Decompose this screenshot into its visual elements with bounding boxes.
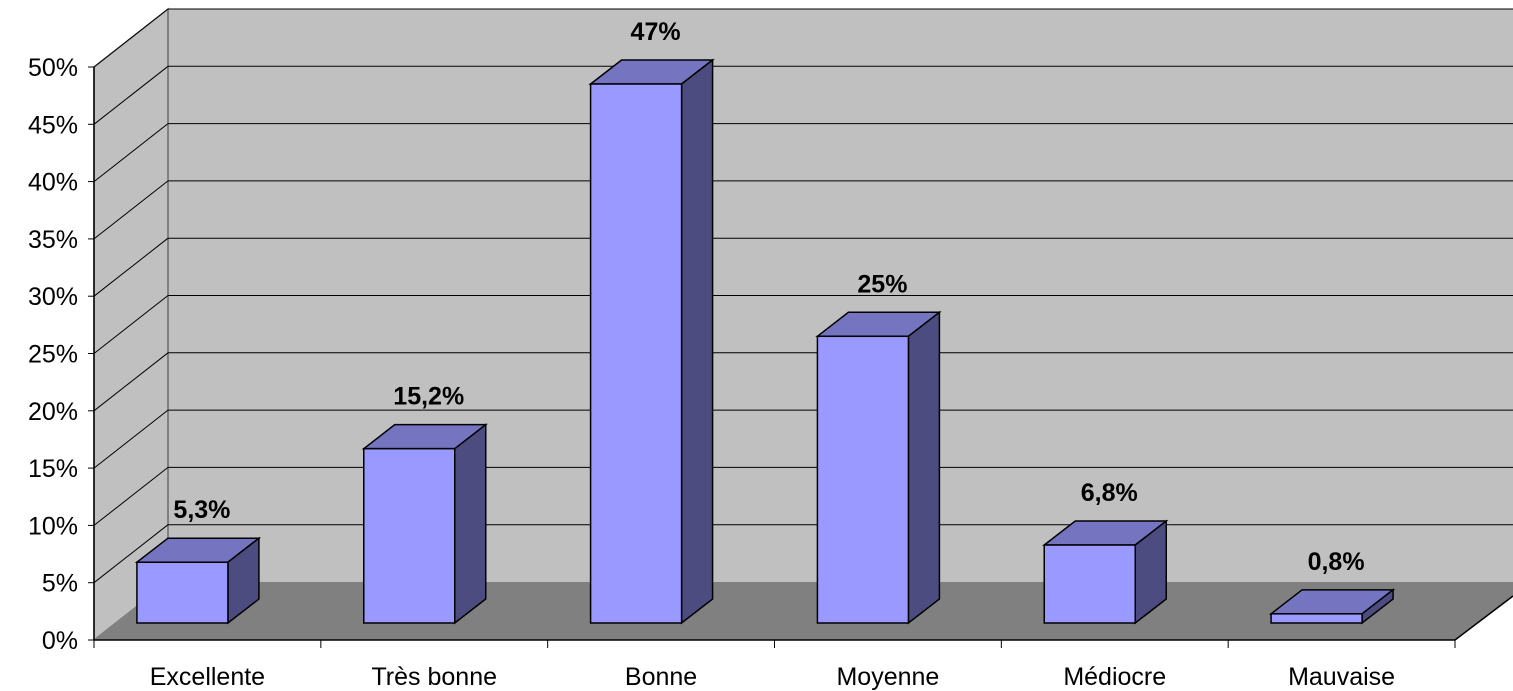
- y-tick-label: 10%: [28, 512, 78, 540]
- bar-front: [1270, 613, 1363, 624]
- gridline-diagonal: [93, 180, 169, 240]
- bar: [134, 536, 262, 625]
- y-tick-label: 25%: [28, 341, 78, 369]
- x-tick-label: Bonne: [625, 663, 697, 691]
- bar-side: [680, 58, 714, 625]
- data-label: 25%: [857, 270, 907, 298]
- gridline-diagonal: [93, 467, 169, 526]
- bar-side: [907, 310, 941, 625]
- y-tick-label: 20%: [28, 398, 78, 426]
- bar-front: [816, 335, 910, 624]
- bar-front: [589, 83, 683, 624]
- bar: [815, 310, 942, 625]
- y-tick-label: 50%: [28, 54, 78, 82]
- floor-edge: [1454, 595, 1513, 641]
- data-label: 47%: [631, 18, 681, 46]
- gridline-diagonal: [93, 295, 169, 354]
- gridline-diagonal: [93, 123, 169, 182]
- y-tick-label: 0%: [42, 627, 78, 655]
- gridline-diagonal: [93, 409, 169, 469]
- gridline-diagonal: [93, 8, 169, 68]
- chart-walls: [93, 7, 1513, 642]
- gridline-diagonal: [93, 524, 169, 584]
- bar: [361, 423, 488, 625]
- bar-front: [363, 447, 456, 624]
- y-tick-label: 30%: [28, 283, 78, 311]
- x-tick-label: Médiocre: [1063, 663, 1166, 691]
- y-tick-label: 35%: [28, 226, 78, 254]
- y-tick-label: 45%: [28, 111, 78, 139]
- bars: [134, 58, 1396, 625]
- data-label: 15,2%: [393, 383, 464, 411]
- y-tick-label: 5%: [42, 570, 78, 598]
- bar-front: [136, 561, 229, 624]
- data-label: 5,3%: [173, 496, 230, 524]
- bar: [588, 58, 715, 625]
- bar-front: [1043, 544, 1136, 624]
- axes: [88, 66, 1513, 648]
- bar-side: [454, 423, 487, 625]
- bar: [1268, 588, 1396, 625]
- labels: 0% 5% 10% 15% 20% 25% 30% 35% 40% 45% 50% 5,3% Excel…: [28, 18, 1395, 691]
- data-label: 6,8%: [1081, 479, 1138, 507]
- x-tick-label: Très bonne: [371, 663, 497, 691]
- bar: [1042, 519, 1169, 625]
- y-tick-label: 40%: [28, 169, 78, 197]
- x-tick-label: Moyenne: [836, 663, 939, 691]
- gridline-diagonal: [93, 65, 169, 125]
- y-tick-label: 15%: [28, 455, 78, 483]
- x-tick-label: Excellente: [150, 663, 265, 691]
- x-tick-label: Mauvaise: [1288, 663, 1395, 691]
- data-label: 0,8%: [1308, 548, 1365, 576]
- gridline-diagonal: [93, 237, 169, 297]
- gridline-diagonal: [93, 352, 169, 412]
